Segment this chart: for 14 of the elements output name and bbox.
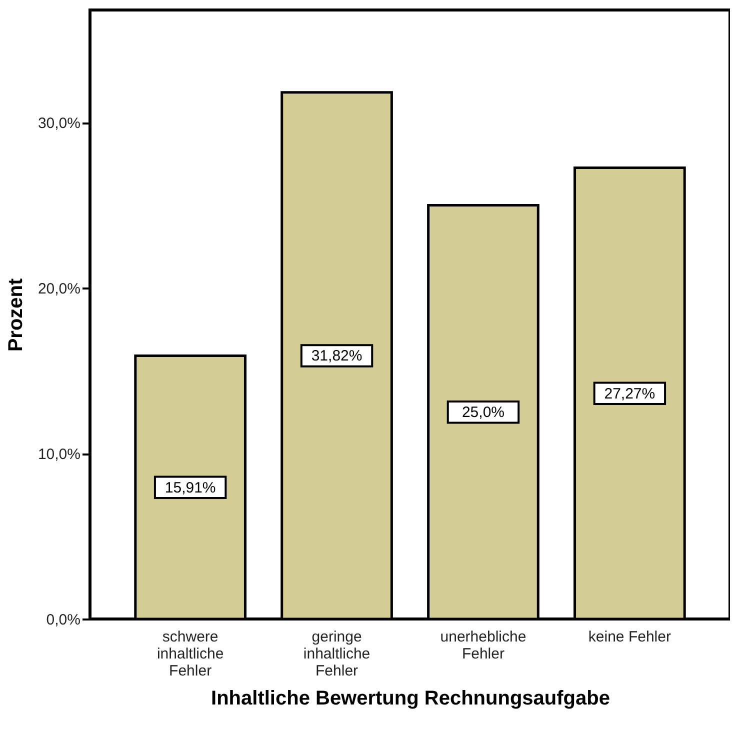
y-tick-label: 0,0%: [46, 612, 80, 628]
x-tick-label: geringe inhaltliche Fehler: [303, 628, 370, 680]
y-tick-label: 10,0%: [38, 446, 80, 464]
x-tick-label: unerhebliche Fehler: [440, 628, 526, 662]
y-tick-label: 20,0%: [38, 280, 80, 298]
data-label: 27,27%: [604, 385, 656, 402]
y-tick-label: 30,0%: [38, 115, 80, 132]
x-tick-label: keine Fehler: [588, 628, 671, 646]
y-axis-title: Prozent: [4, 278, 27, 352]
data-label: 31,82%: [311, 348, 362, 365]
data-label: 25,0%: [462, 404, 504, 422]
data-label: 15,91%: [164, 479, 216, 496]
x-axis-title: Inhaltliche Bewertung Rechnungsaufgabe: [211, 688, 610, 710]
x-tick-label: schwere inhaltliche Fehler: [156, 628, 224, 680]
